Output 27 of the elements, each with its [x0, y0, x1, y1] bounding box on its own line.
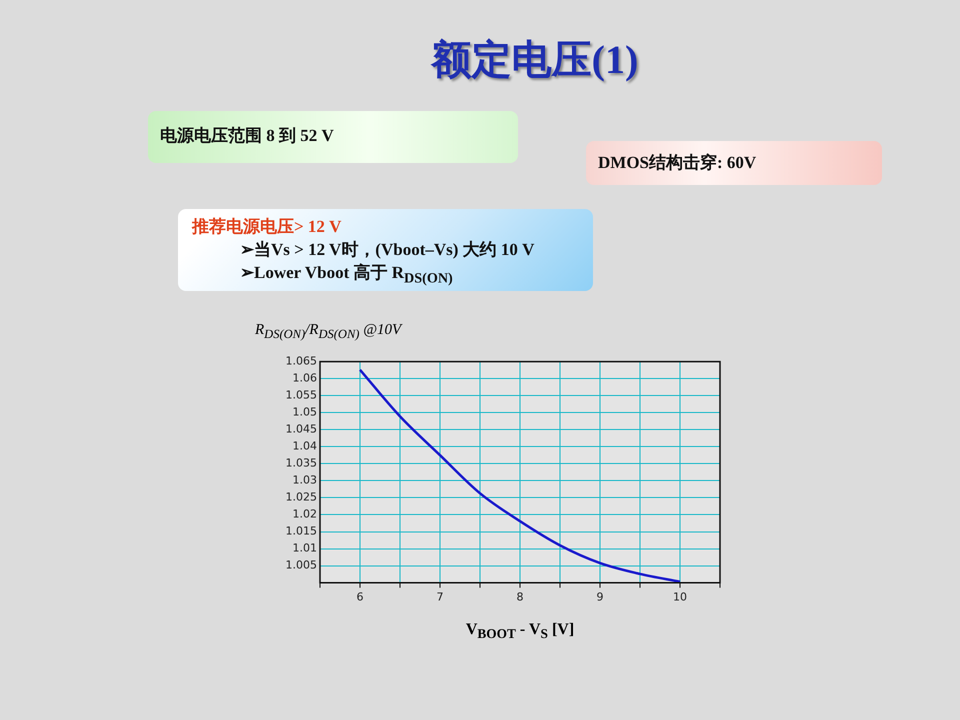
y-tick-label: 1.045: [286, 422, 317, 436]
chart-title: 额定电压(1): [430, 36, 640, 84]
y-tick-label: 1.065: [286, 354, 317, 368]
y-tick-label: 1.035: [286, 456, 317, 470]
x-tick-label: 8: [516, 590, 524, 604]
y-tick-label: 1.055: [286, 388, 317, 402]
text: DMOS结构击穿: 60V: [586, 141, 882, 185]
text: 推荐电源电压> 12 V: [192, 216, 342, 238]
x-axis-title: V$_{BOOT}$ - V$_{S}$ [V]: [464, 621, 576, 642]
y-tick-label: 1.015: [286, 524, 317, 538]
y-tick-label: 1.005: [286, 558, 317, 572]
y-axis-title: R$_{DS(ON)}$/R$_{DS(ON)}$ @10V: [255, 322, 402, 342]
y-tick-label: 1.03: [292, 474, 317, 487]
y-tick-label: 1.04: [292, 440, 317, 453]
x-tick-label: 9: [596, 590, 604, 604]
text: ➢当Vs > 12 V时，(Vboot–Vs) 大约 10 V: [239, 239, 536, 261]
y-tick-label: 1.01: [292, 542, 317, 555]
y-tick-label: 1.02: [292, 508, 317, 521]
y-tick-label: 1.06: [292, 371, 317, 384]
x-tick-label: 6: [356, 590, 364, 604]
x-tick-label: 7: [436, 590, 444, 604]
y-tick-label: 1.05: [292, 406, 317, 419]
text: ➢Lower Vboot 高于 R$_{DS(ON)}$: [239, 262, 454, 288]
line-series: [358, 368, 682, 583]
x-tick-label: 10: [673, 590, 687, 604]
y-tick-label: 1.025: [286, 490, 317, 504]
text: 电源电压范围 8 到 52 V: [148, 111, 518, 163]
